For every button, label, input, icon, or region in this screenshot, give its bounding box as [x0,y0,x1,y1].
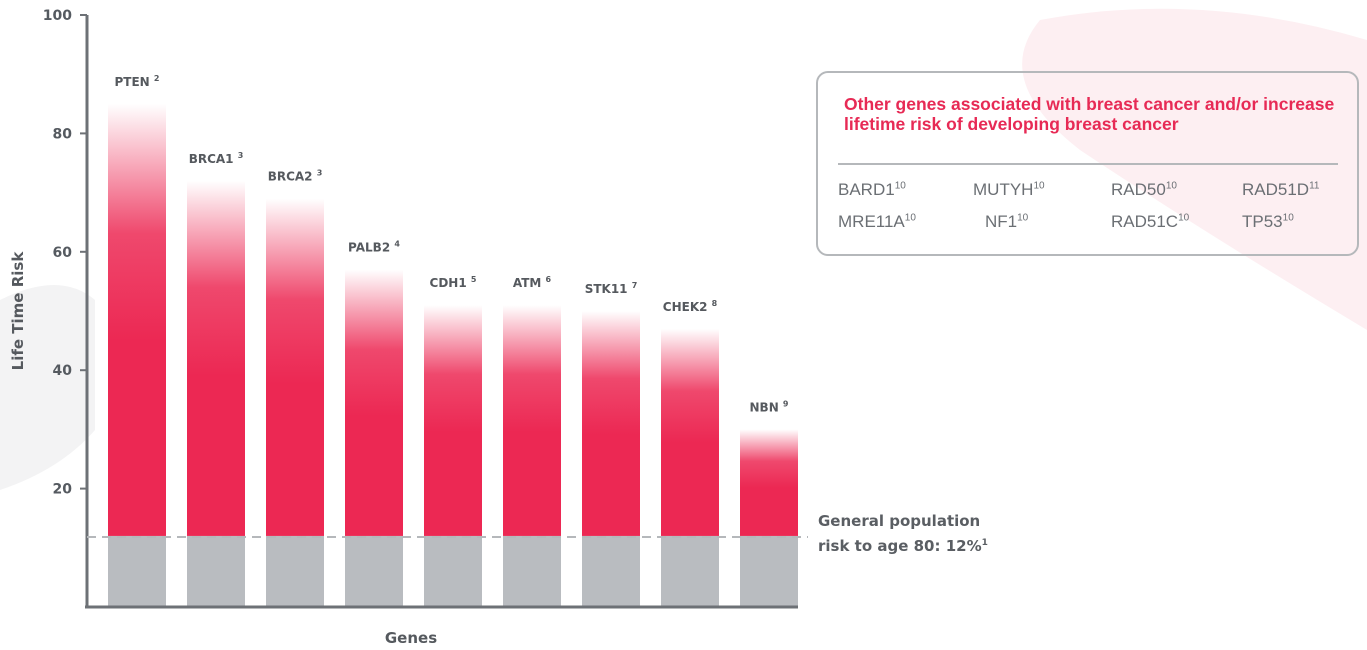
bar-baseline-chek2 [661,535,719,607]
bar-brca2 [266,198,324,536]
population-note-line2-text: risk to age 80: 12% [818,537,982,555]
gene-bard1: BARD110 [838,180,906,200]
y-tick-label: 40 [53,363,73,379]
bar-baseline-brca1 [187,535,245,607]
bar-label-stk11: STK11 7 [585,281,638,296]
gene-name: TP53 [1242,212,1283,231]
bar-baseline-palb2 [345,535,403,607]
gene-name: MRE11A [838,212,905,231]
population-note-line2: risk to age 80: 12%1 [818,532,1018,557]
x-axis-title: Genes [385,629,437,647]
other-genes-panel: Other genes associated with breast cance… [816,71,1359,256]
gene-rad51c: RAD51C10 [1111,212,1189,232]
gene-ref: 10 [904,212,916,224]
bar-palb2 [345,269,403,536]
y-tick-label: 80 [53,126,73,142]
other-genes-divider [838,163,1338,165]
bar-nbn [740,429,798,536]
bar-brca1 [187,180,245,536]
y-axis-title: Life Time Risk [9,251,27,371]
bar-baseline-stk11 [582,535,640,607]
bar-label-palb2: PALB2 4 [348,240,400,255]
gene-rad50: RAD5010 [1111,180,1177,200]
gene-ref: 10 [1178,212,1190,224]
bar-baseline-nbn [740,535,798,607]
gene-ref: 10 [1165,180,1177,192]
bar-pten [108,103,166,536]
bar-atm [503,305,561,536]
bar-label-chek2: CHEK2 8 [663,299,718,314]
bar-label-cdh1: CDH1 5 [430,275,477,290]
population-note-line1: General population [818,512,981,530]
gene-rad51d: RAD51D11 [1242,180,1319,200]
y-tick-label: 20 [53,482,73,498]
bar-label-pten: PTEN 2 [115,74,160,89]
gene-name: NF1 [985,212,1018,231]
gray-blob-decoration [0,285,95,490]
gene-ref: 11 [1309,180,1320,192]
bar-baseline-atm [503,535,561,607]
bar-label-brca1: BRCA1 3 [189,151,244,166]
pink-blob-decoration [1022,8,1367,330]
gene-name: MUTYH [973,180,1034,199]
gene-name: RAD51C [1111,212,1179,231]
bar-baseline-brca2 [266,535,324,607]
bar-baseline-cdh1 [424,535,482,607]
gene-name: BARD1 [838,180,895,199]
gene-ref: 10 [1033,180,1045,192]
gene-ref: 10 [894,180,906,192]
gene-tp53: TP5310 [1242,212,1294,232]
bar-stk11 [582,311,640,536]
population-note-ref: 1 [981,538,988,548]
bar-baseline-pten [108,535,166,607]
gene-name: RAD50 [1111,180,1166,199]
gene-ref: 10 [1017,212,1029,224]
other-genes-title: Other genes associated with breast cance… [844,94,1335,134]
gene-nf1: NF110 [985,212,1028,232]
population-risk-note: General population risk to age 80: 12%1 [818,510,1018,557]
bar-cdh1 [424,305,482,536]
y-tick-label: 100 [43,8,72,24]
y-tick-label: 60 [53,245,73,261]
gene-mutyh: MUTYH10 [973,180,1045,200]
bar-chek2 [661,328,719,536]
bar-label-nbn: NBN 9 [750,399,789,414]
gene-mre11a: MRE11A10 [838,212,916,232]
bar-label-brca2: BRCA2 3 [268,169,323,184]
gene-ref: 10 [1282,212,1294,224]
gene-name: RAD51D [1242,180,1310,199]
bar-label-atm: ATM 6 [513,275,552,290]
